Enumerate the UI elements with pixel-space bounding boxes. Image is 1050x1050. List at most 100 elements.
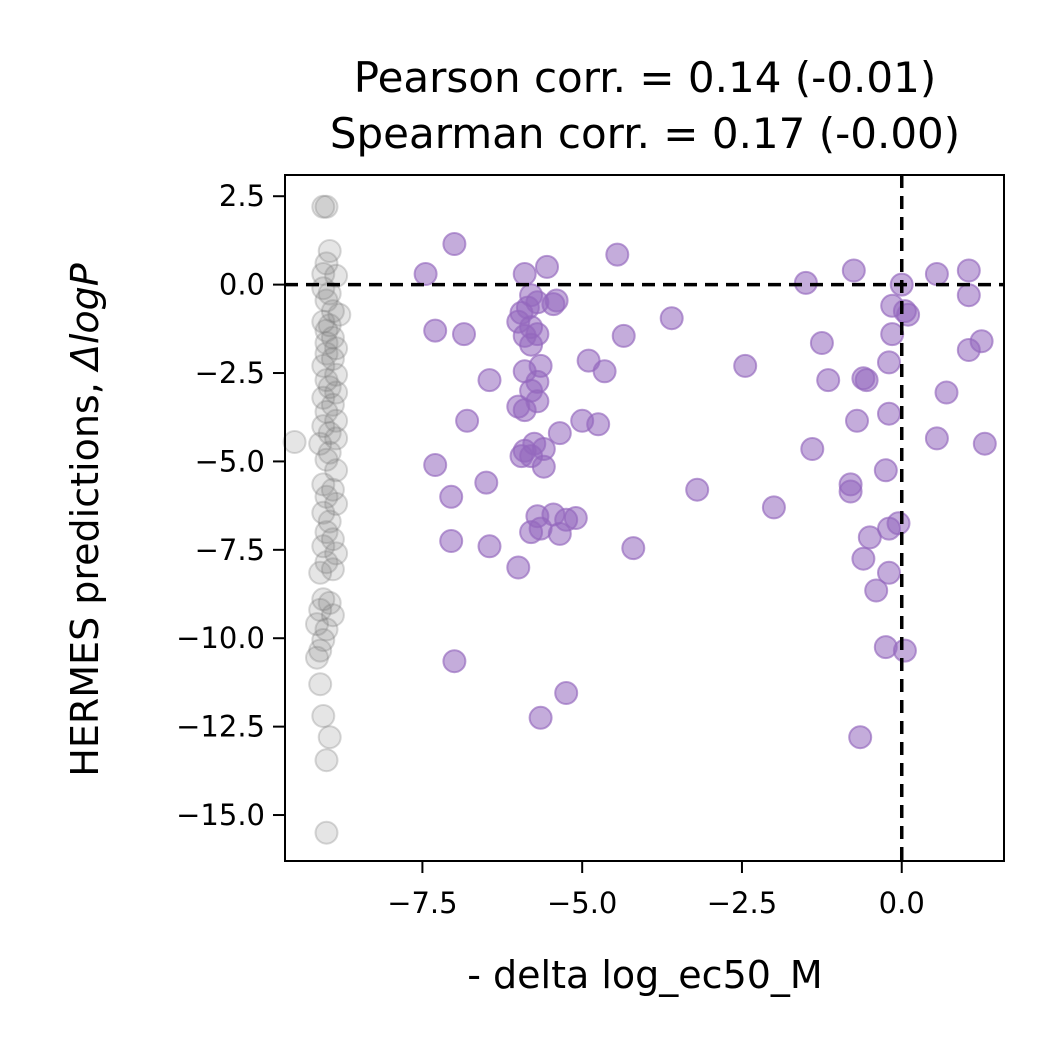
- data-point: [317, 725, 342, 750]
- data-point: [611, 323, 636, 348]
- data-point: [531, 454, 556, 479]
- chart-title: Pearson corr. = 0.14 (-0.01) Spearman co…: [330, 53, 960, 158]
- data-point: [317, 440, 342, 465]
- data-point: [311, 704, 336, 728]
- data-point: [314, 550, 339, 575]
- data-point: [592, 359, 617, 384]
- y-tick-label: −12.5: [176, 710, 265, 744]
- data-point: [308, 672, 333, 697]
- series-1: [282, 194, 352, 845]
- data-point: [305, 612, 329, 637]
- data-point: [892, 638, 917, 663]
- data-point: [442, 232, 467, 256]
- data-point: [320, 477, 345, 502]
- data-point: [848, 725, 873, 750]
- data-point: [621, 536, 646, 561]
- data-point: [308, 560, 333, 585]
- data-point: [320, 527, 345, 552]
- x-axis-label: - delta log_ec50_M: [467, 953, 822, 997]
- data-point: [857, 525, 882, 550]
- data-point: [311, 587, 336, 612]
- y-axis-label-text: HERMES predictions,: [63, 370, 107, 777]
- y-tick-label: −2.5: [195, 356, 265, 390]
- y-tick-label: −7.5: [195, 533, 265, 567]
- data-point: [324, 491, 349, 516]
- data-point: [317, 509, 342, 534]
- data-point: [413, 262, 438, 286]
- data-point: [506, 394, 531, 419]
- y-axis-label-math: ΔlogP: [63, 263, 107, 373]
- data-point: [851, 366, 876, 391]
- data-point: [317, 590, 342, 615]
- data-point: [314, 368, 339, 393]
- data-point: [311, 262, 336, 286]
- y-tick-label: 0.0: [219, 268, 265, 302]
- data-point: [314, 341, 339, 366]
- data-point: [809, 331, 834, 355]
- data-point: [308, 638, 333, 663]
- x-tick-label: −5.0: [547, 886, 617, 920]
- data-point: [308, 597, 333, 622]
- data-point: [320, 325, 345, 350]
- y-tick-label: −5.0: [195, 444, 265, 478]
- data-point: [314, 318, 339, 343]
- data-point: [324, 380, 349, 405]
- data-point: [317, 421, 342, 446]
- data-point: [506, 555, 531, 580]
- data-point: [320, 603, 345, 628]
- data-point: [282, 430, 307, 454]
- data-point: [519, 520, 544, 545]
- data-point: [554, 681, 579, 705]
- data-point: [845, 408, 869, 433]
- data-point: [880, 322, 905, 347]
- data-point: [324, 263, 349, 288]
- data-point: [308, 431, 333, 456]
- data-point: [314, 820, 339, 845]
- data-point: [452, 322, 476, 347]
- data-point: [886, 511, 911, 536]
- data-point: [423, 453, 448, 477]
- data-point: [317, 239, 342, 263]
- data-point: [311, 472, 336, 497]
- data-point: [800, 437, 825, 461]
- data-point: [924, 426, 949, 451]
- data-point: [324, 362, 349, 387]
- data-point: [311, 414, 336, 439]
- data-point: [851, 546, 876, 571]
- data-point: [439, 484, 464, 509]
- data-point: [924, 262, 949, 286]
- data-point: [547, 421, 572, 446]
- data-point: [934, 380, 959, 405]
- data-point: [864, 578, 889, 603]
- y-tick-label: −15.0: [176, 798, 265, 832]
- data-point: [528, 705, 553, 730]
- data-point: [314, 447, 339, 472]
- data-point: [512, 262, 537, 286]
- data-points: [282, 194, 997, 845]
- plot-frame: [284, 174, 1005, 862]
- data-point: [873, 458, 898, 483]
- data-point: [314, 617, 339, 642]
- data-point: [314, 251, 339, 276]
- data-point: [423, 318, 448, 343]
- data-point: [477, 368, 502, 393]
- series-0: [413, 232, 997, 750]
- y-tick-label: −10.0: [176, 621, 265, 655]
- y-tick-label: 2.5: [219, 179, 265, 213]
- data-point: [761, 495, 786, 520]
- data-point: [442, 649, 467, 674]
- data-point: [314, 331, 339, 355]
- x-axis-ticks: −7.5 −5.0 −2.5 0.0: [387, 861, 925, 920]
- data-point: [324, 426, 349, 451]
- data-point: [311, 534, 336, 559]
- data-point: [563, 506, 588, 530]
- data-point: [877, 401, 901, 426]
- data-point: [314, 748, 339, 773]
- data-point: [324, 458, 349, 483]
- data-point: [733, 353, 758, 378]
- data-point: [659, 306, 684, 331]
- x-tick-label: −2.5: [707, 886, 777, 920]
- data-point: [547, 521, 572, 546]
- data-point: [586, 412, 611, 437]
- data-point: [956, 338, 981, 362]
